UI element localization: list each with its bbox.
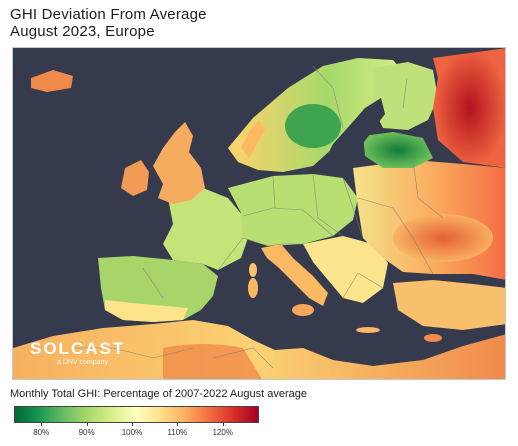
region-norway-coast xyxy=(241,120,265,158)
island-corsica xyxy=(249,263,257,277)
sea-baltic xyxy=(325,98,385,166)
region-finland xyxy=(373,62,438,130)
colorbar-tick xyxy=(131,423,133,426)
region-baltics xyxy=(363,132,433,168)
region-central-europe xyxy=(228,174,358,246)
colorbar-tick xyxy=(177,423,179,426)
region-ireland xyxy=(121,160,149,196)
ghi-deviation-map xyxy=(12,47,506,380)
country-borders xyxy=(73,65,444,369)
title-line-1: GHI Deviation From Average xyxy=(10,6,207,23)
colorbar-tick-label: 80% xyxy=(33,428,50,437)
region-france xyxy=(163,188,248,270)
logo-tagline: a DNV company xyxy=(57,359,108,366)
colorbar-tick-label: 90% xyxy=(78,428,95,437)
island-sicily xyxy=(292,304,314,316)
region-ukraine-hot xyxy=(393,214,493,262)
title-line-2: August 2023, Europe xyxy=(10,23,155,40)
colorbar-tick xyxy=(222,423,224,426)
region-italy xyxy=(261,244,328,306)
colorbar-tick-label: 110% xyxy=(167,428,188,437)
region-sweden-low xyxy=(285,104,341,148)
colorbar-tick-label: 120% xyxy=(212,428,233,437)
solcast-logo: SOLCAST a DNV company xyxy=(30,339,126,367)
colorbar-tick xyxy=(41,423,43,426)
island-cyprus xyxy=(424,334,442,342)
logo-wordmark: SOLCAST xyxy=(30,339,126,358)
island-sardinia xyxy=(248,278,258,298)
colorbar-caption: Monthly Total GHI: Percentage of 2007-20… xyxy=(10,388,307,400)
region-balkans xyxy=(303,236,388,303)
map-title: GHI Deviation From Average August 2023, … xyxy=(10,6,207,40)
region-sahara-hot xyxy=(163,344,262,379)
colorbar-tick xyxy=(86,423,88,426)
region-russia-west xyxy=(433,48,505,168)
island-crete xyxy=(356,327,380,333)
region-iceland xyxy=(31,70,73,92)
colorbar-tick-label: 100% xyxy=(121,428,143,437)
region-turkey xyxy=(393,280,505,330)
colorbar-ticks: 80% 90% 100% 110% 120% xyxy=(14,423,259,443)
region-north-africa xyxy=(13,320,505,379)
region-great-britain xyxy=(153,122,205,204)
region-iberia-south xyxy=(105,300,188,322)
colorbar xyxy=(14,406,259,423)
